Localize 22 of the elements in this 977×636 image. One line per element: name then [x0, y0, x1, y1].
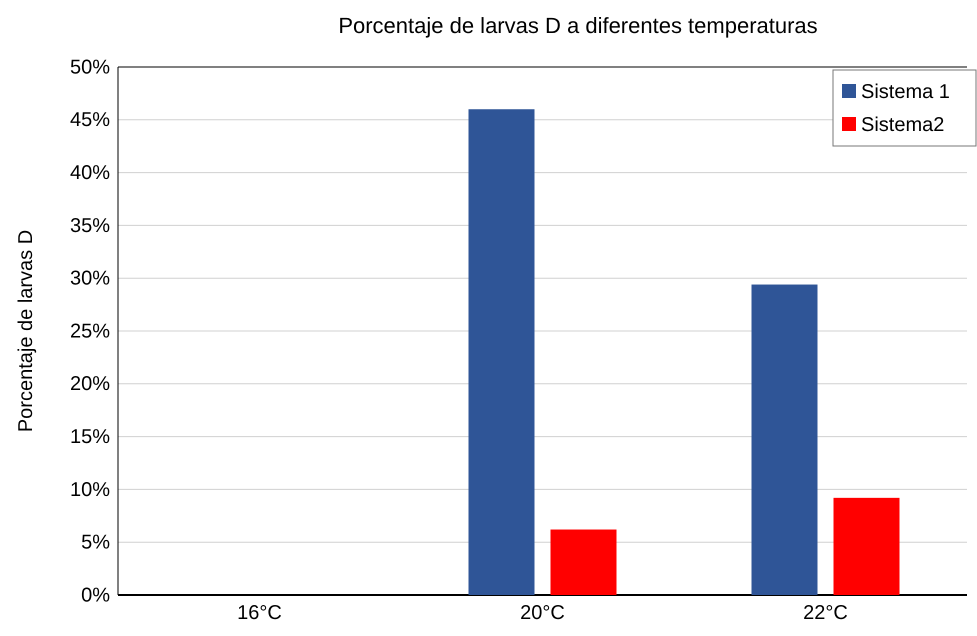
- y-tick-label: 50%: [70, 56, 110, 78]
- x-tick-label: 16°C: [237, 602, 282, 624]
- legend-label: Sistema2: [861, 114, 944, 136]
- y-axis-title: Porcentaje de larvas D: [15, 230, 37, 432]
- y-tick-label: 15%: [70, 426, 110, 448]
- legend-label: Sistema 1: [861, 81, 950, 103]
- bar: [752, 284, 818, 595]
- bar: [550, 530, 616, 595]
- y-tick-label: 40%: [70, 162, 110, 184]
- bar: [468, 109, 534, 595]
- x-tick-label: 22°C: [803, 602, 848, 624]
- y-tick-label: 20%: [70, 373, 110, 396]
- y-tick-label: 25%: [70, 320, 110, 342]
- chart-title: Porcentaje de larvas D a diferentes temperaturas: [338, 13, 818, 38]
- y-tick-label: 45%: [70, 109, 110, 132]
- y-tick-label: 5%: [81, 532, 110, 554]
- y-tick-label: 35%: [70, 214, 110, 237]
- x-tick-label: 20°C: [520, 602, 565, 624]
- y-tick-label: 0%: [81, 584, 110, 606]
- y-tick-label: 30%: [70, 268, 110, 290]
- bar: [834, 498, 900, 595]
- y-tick-label: 10%: [70, 478, 110, 501]
